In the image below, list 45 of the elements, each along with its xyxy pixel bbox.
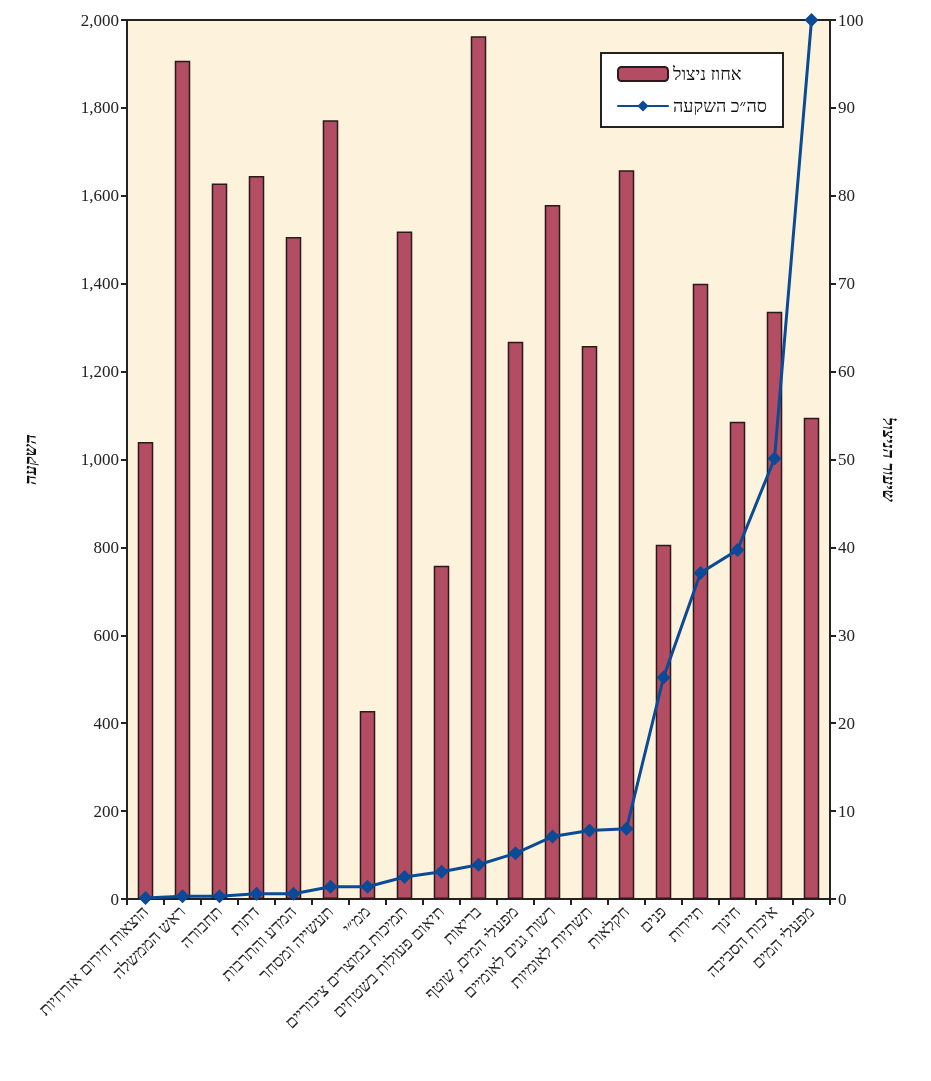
y2-tick-label: 0 <box>838 889 847 909</box>
y2-tick-label: 80 <box>838 186 855 206</box>
y-tick-label: 1,200 <box>80 362 119 382</box>
point <box>397 870 412 885</box>
y-tick-label: 2,000 <box>80 10 119 30</box>
point <box>767 451 782 466</box>
y2-tick-label: 70 <box>838 274 855 294</box>
y-tick-label: 0 <box>110 889 119 909</box>
y-tick-label: 400 <box>93 713 119 733</box>
y2-tick-label: 50 <box>838 450 855 469</box>
y-tick-label: 1,600 <box>80 186 119 206</box>
point <box>582 823 597 838</box>
point <box>323 879 338 894</box>
y-tick-label: 600 <box>93 625 119 645</box>
y2-tick-label: 100 <box>838 10 864 30</box>
y2-tick-label: 40 <box>838 537 855 557</box>
y2-tick-label: 20 <box>838 713 855 733</box>
point <box>545 829 560 844</box>
y-tick-label: 800 <box>93 537 119 557</box>
point <box>508 846 523 861</box>
y2-axis-title: שיעור הניצול <box>879 417 898 503</box>
point <box>656 670 671 685</box>
y-tick-label: 1,400 <box>80 274 119 294</box>
point <box>138 891 153 906</box>
point <box>471 857 486 872</box>
point <box>804 13 819 27</box>
point <box>619 821 634 836</box>
point <box>730 543 745 558</box>
point <box>175 889 190 904</box>
y-tick-label: 200 <box>93 801 119 821</box>
y2-tick-label: 30 <box>838 625 855 645</box>
y2-tick-label: 10 <box>838 801 855 821</box>
y2-tick-label: 60 <box>838 362 855 382</box>
legend-label: סה״כ השקעה <box>673 96 767 116</box>
y2-tick-label: 90 <box>838 98 855 118</box>
point <box>249 886 264 901</box>
point <box>286 886 301 901</box>
y-tick-label: 1,800 <box>80 98 119 118</box>
legend-label: אחוז ניצול <box>672 64 742 84</box>
y-tick-label: 1,000 <box>80 450 119 469</box>
point <box>212 889 227 904</box>
y-axis-title: השקעה <box>21 434 40 485</box>
point <box>693 565 708 580</box>
point <box>360 879 375 894</box>
point <box>434 864 449 879</box>
